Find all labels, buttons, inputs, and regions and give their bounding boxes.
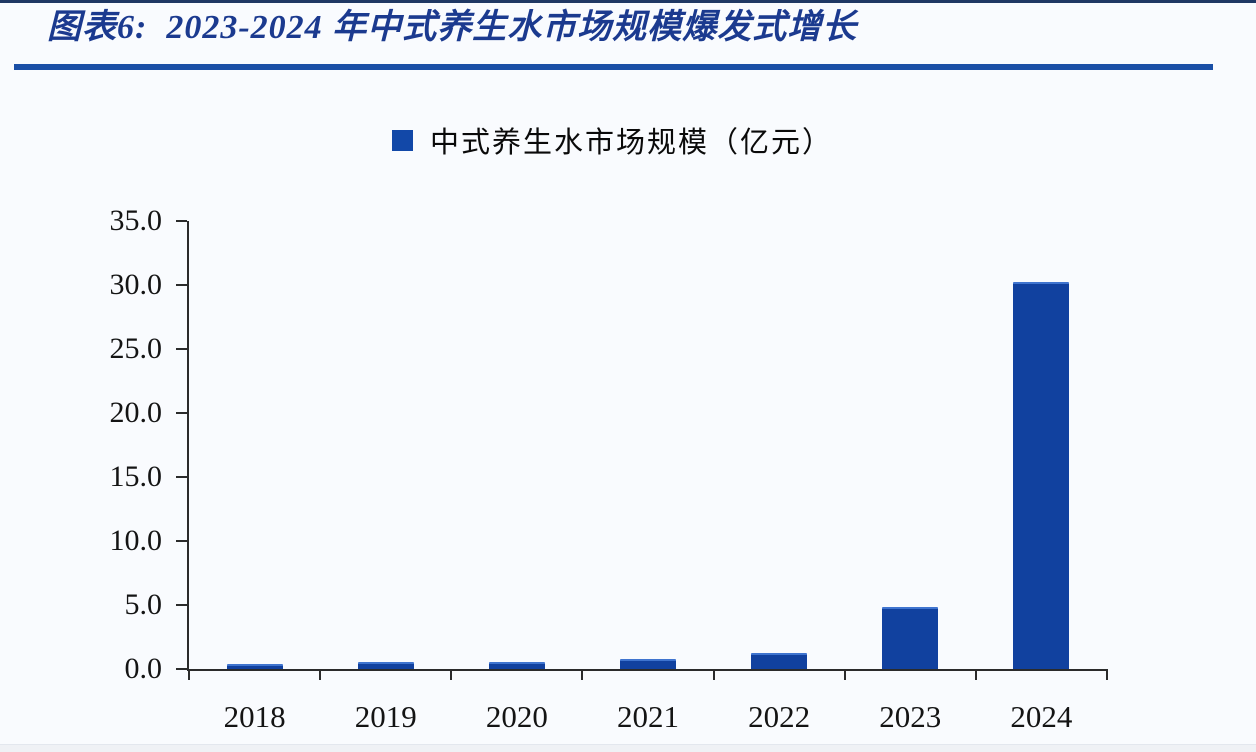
y-axis-tick-label: 35.0 [109, 204, 163, 237]
y-axis-tick-label: 0.0 [124, 652, 163, 685]
y-axis-tick-label: 5.0 [124, 588, 163, 621]
bar-2023 [882, 607, 939, 669]
y-axis-tick-label: 15.0 [109, 460, 163, 493]
bar-2019 [357, 662, 414, 669]
legend-label: 中式养生水市场规模（亿元） [430, 127, 834, 159]
bar-2024 [1013, 282, 1070, 669]
bar-2021 [620, 659, 676, 669]
bar-2018 [226, 664, 283, 669]
y-axis-tick-label: 25.0 [109, 332, 163, 365]
y-axis-tick [176, 412, 187, 414]
x-axis-tick [450, 669, 453, 680]
y-axis-tick-label: 20.0 [109, 396, 163, 429]
chart-legend: 中式养生水市场规模（亿元） [392, 119, 833, 161]
x-axis-tick [319, 669, 322, 680]
figure-title: 图表6: 2023-2024 年中式养生水市场规模爆发式增长 [47, 9, 858, 46]
x-axis-tick [188, 669, 190, 680]
bottom-strip [0, 744, 1256, 752]
top-border-line [0, 0, 1256, 3]
x-axis-tick [712, 669, 715, 680]
x-axis-tick [974, 669, 977, 680]
title-divider [14, 64, 1213, 70]
y-axis-tick [176, 284, 187, 286]
bar-2022 [751, 653, 808, 669]
x-axis-label-2021: 2021 [616, 699, 679, 734]
x-axis-label-2022: 2022 [748, 699, 811, 734]
y-axis-tick [176, 540, 187, 542]
y-axis-tick [176, 668, 187, 670]
bar-chart-plot: 35.0 30.0 25.0 20.0 15.0 10.0 5.0 0.0 2018 2019 20… [110, 204, 1108, 734]
y-axis-tick-label: 10.0 [109, 524, 163, 557]
x-axis-tick [843, 669, 846, 680]
legend-swatch-icon [392, 129, 413, 151]
y-axis-tick-label: 30.0 [109, 268, 163, 301]
y-axis-tick [176, 220, 187, 222]
bar-2020 [488, 662, 545, 669]
y-axis-tick [176, 604, 187, 606]
x-axis-label-2024: 2024 [1010, 699, 1073, 734]
x-axis-label-2023: 2023 [879, 699, 942, 734]
y-axis-tick [176, 348, 187, 350]
x-axis-label-2019: 2019 [354, 699, 417, 734]
x-axis-label-2018: 2018 [223, 699, 286, 734]
x-axis-tick [1106, 669, 1108, 680]
x-axis-label-2020: 2020 [485, 699, 548, 734]
x-axis-tick [581, 669, 584, 680]
y-axis-tick [176, 476, 187, 478]
